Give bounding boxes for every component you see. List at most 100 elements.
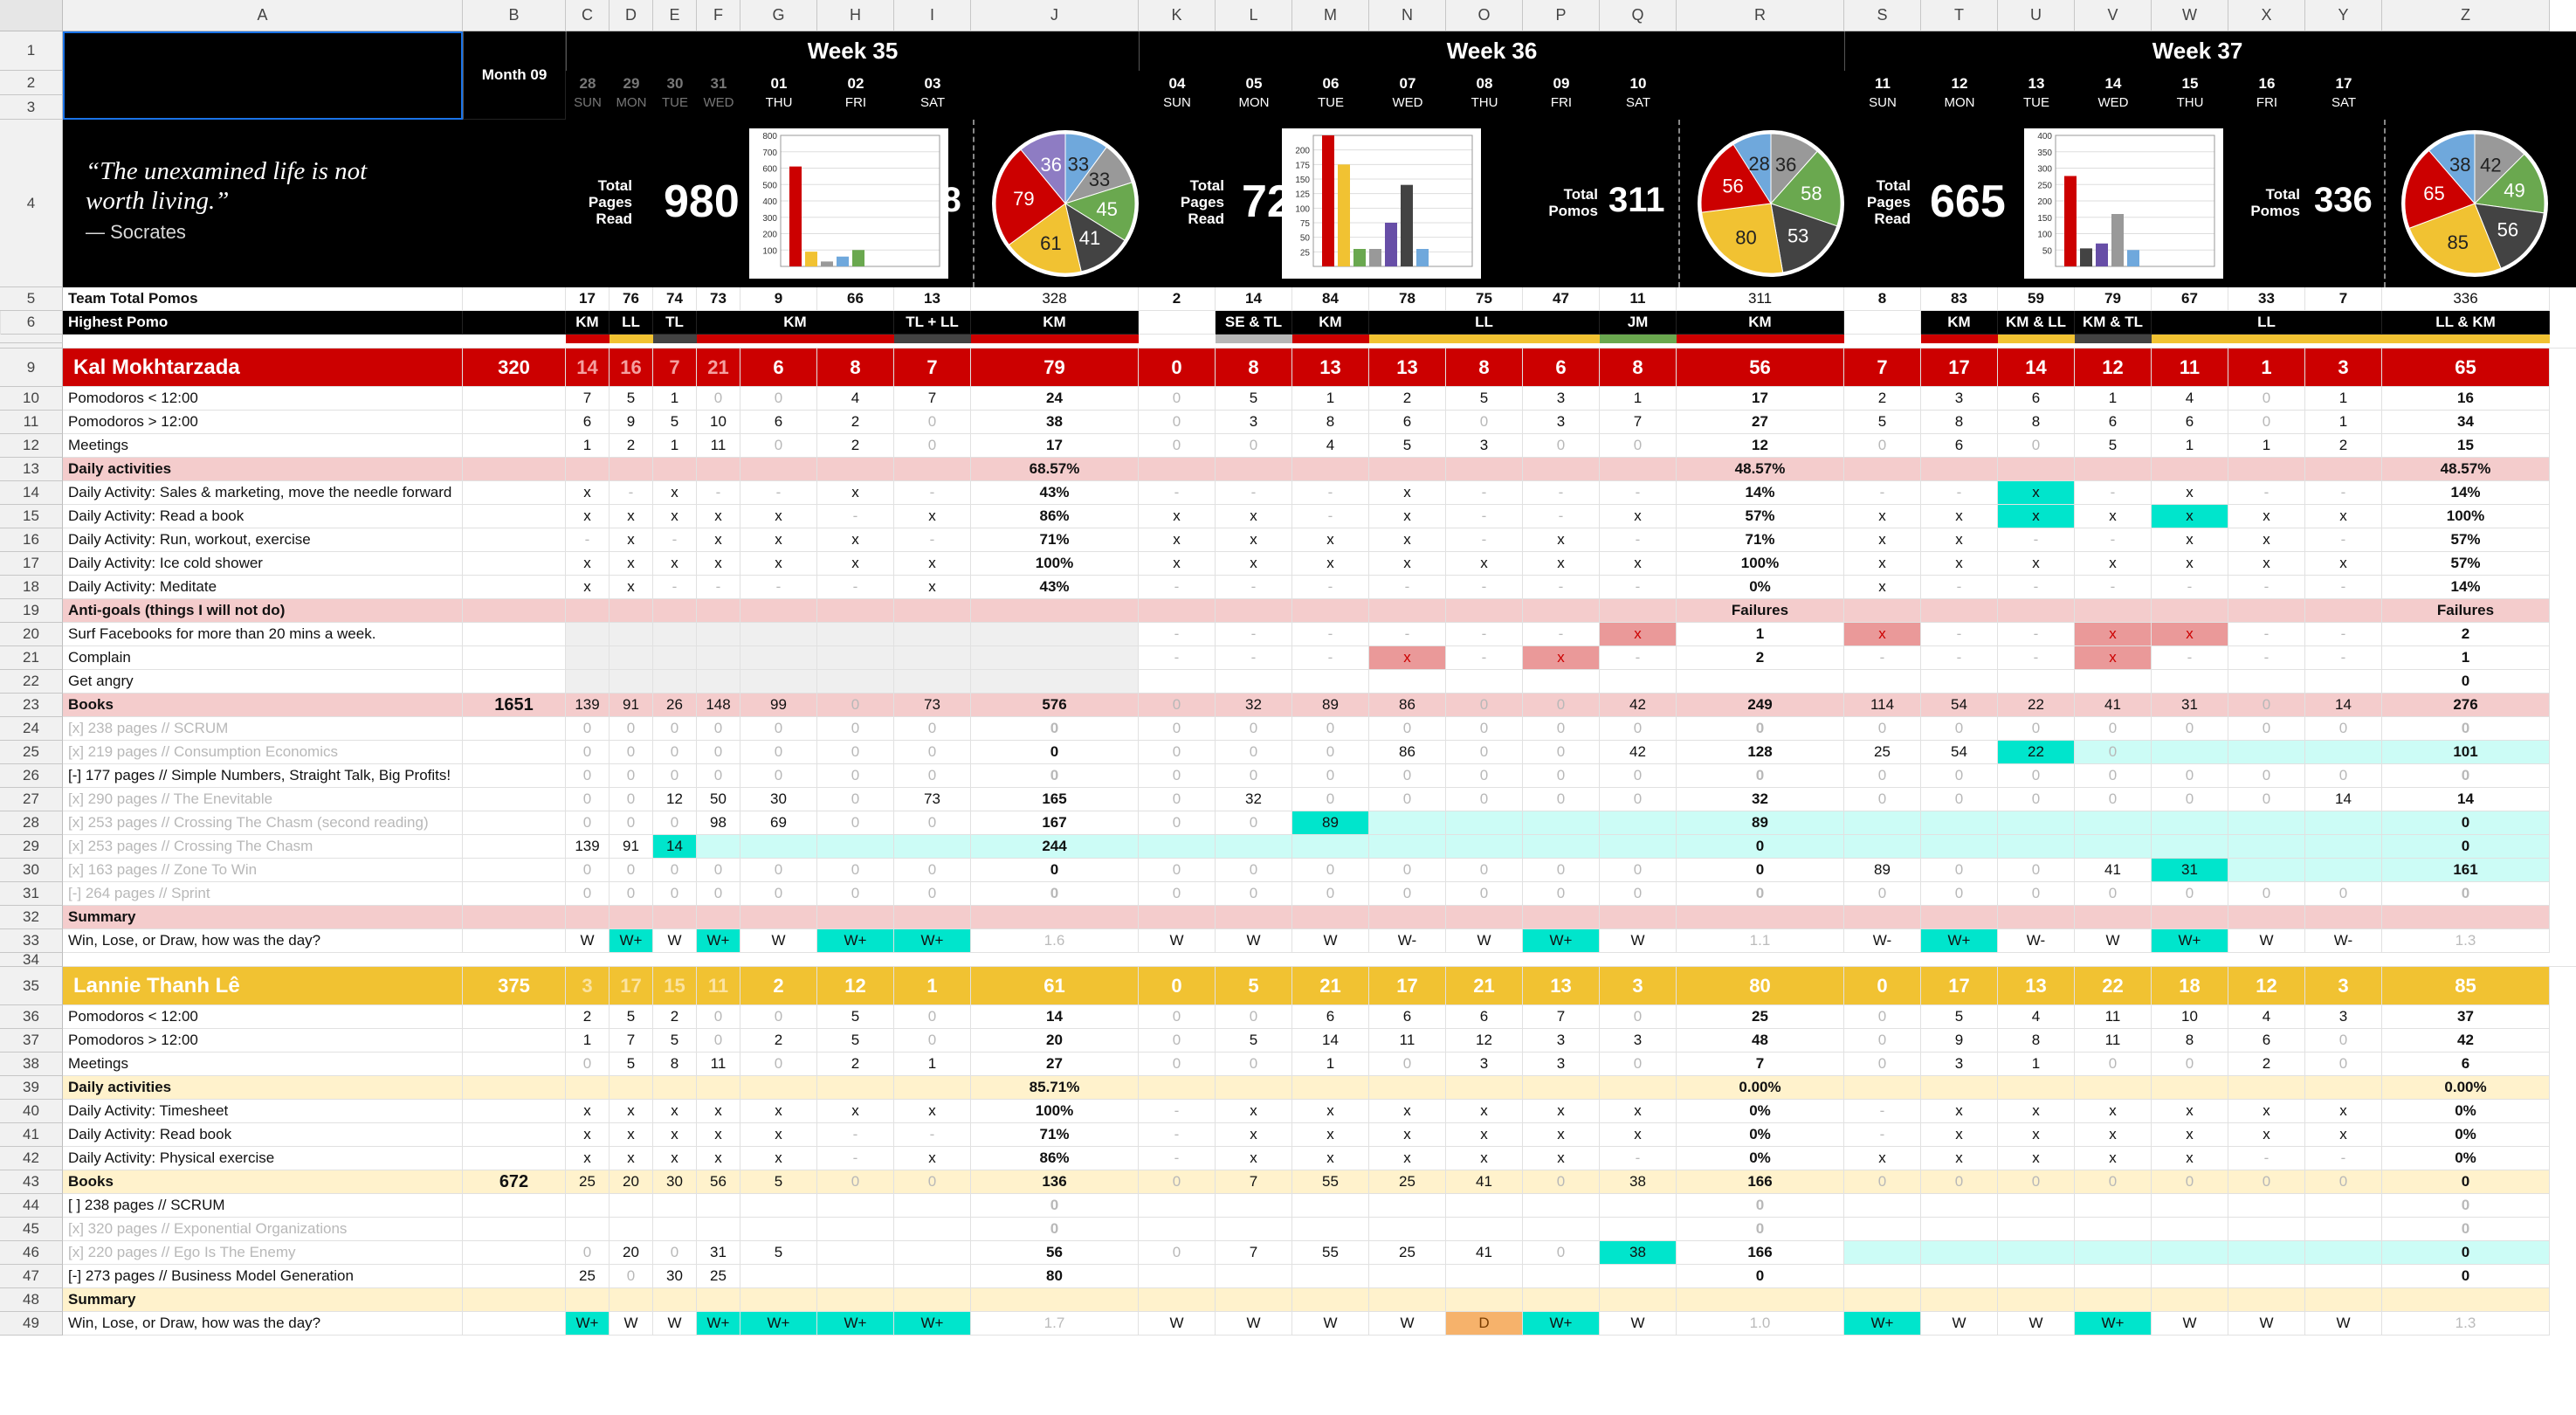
data-cell[interactable]: 5: [610, 387, 653, 411]
data-cell[interactable]: [653, 458, 697, 481]
row-header[interactable]: 29: [0, 835, 63, 859]
data-cell[interactable]: W: [1292, 929, 1369, 953]
column-header[interactable]: G: [740, 0, 817, 31]
data-cell[interactable]: [740, 623, 817, 646]
row-header[interactable]: 47: [0, 1265, 63, 1288]
data-cell[interactable]: 0: [740, 764, 817, 788]
data-cell[interactable]: 30: [653, 1170, 697, 1194]
data-cell[interactable]: [1998, 1288, 2075, 1312]
data-cell[interactable]: 0: [1523, 741, 1600, 764]
data-cell[interactable]: [894, 1241, 971, 1265]
data-cell[interactable]: 0: [2228, 1170, 2305, 1194]
data-cell[interactable]: 0: [610, 859, 653, 882]
data-cell[interactable]: 7: [1677, 1053, 1844, 1076]
data-cell[interactable]: 0.00%: [2382, 1076, 2550, 1100]
data-cell[interactable]: x: [894, 1147, 971, 1170]
data-cell[interactable]: -: [894, 481, 971, 505]
data-cell[interactable]: [740, 1218, 817, 1241]
data-cell[interactable]: 1: [653, 434, 697, 458]
data-cell[interactable]: [2228, 458, 2305, 481]
data-cell[interactable]: [1446, 1194, 1523, 1218]
data-cell[interactable]: x: [1369, 1100, 1446, 1123]
data-cell[interactable]: 0: [2382, 670, 2550, 694]
data-cell[interactable]: -: [1523, 576, 1600, 599]
data-cell[interactable]: 0: [1139, 1029, 1216, 1053]
data-cell[interactable]: 8: [1292, 411, 1369, 434]
row-label[interactable]: [x] 163 pages // Zone To Win: [63, 859, 463, 882]
data-cell[interactable]: W+: [2075, 1312, 2152, 1336]
data-cell[interactable]: x: [2228, 505, 2305, 528]
row-header[interactable]: 10: [0, 387, 63, 411]
data-cell[interactable]: [1369, 1076, 1446, 1100]
data-cell[interactable]: 55: [1292, 1241, 1369, 1265]
data-cell[interactable]: 12: [1677, 434, 1844, 458]
data-cell[interactable]: [817, 623, 894, 646]
data-cell[interactable]: [2075, 1288, 2152, 1312]
data-cell[interactable]: x: [1216, 528, 1292, 552]
data-cell[interactable]: 0: [1139, 349, 1216, 387]
row-header[interactable]: 49: [0, 1312, 63, 1336]
data-cell[interactable]: 13: [1292, 349, 1369, 387]
data-cell[interactable]: 0: [697, 741, 740, 764]
data-cell[interactable]: 1: [653, 387, 697, 411]
data-cell[interactable]: 8: [817, 349, 894, 387]
data-cell[interactable]: W+: [1523, 929, 1600, 953]
data-cell[interactable]: x: [1998, 1147, 2075, 1170]
data-cell[interactable]: 100%: [1677, 552, 1844, 576]
data-cell[interactable]: [2305, 811, 2382, 835]
data-cell[interactable]: [2305, 1241, 2382, 1265]
highest-pomo-value[interactable]: TL + LL: [894, 311, 971, 335]
highest-pomo-value[interactable]: KM: [566, 311, 610, 335]
data-cell[interactable]: x: [2075, 1100, 2152, 1123]
data-cell[interactable]: [1998, 835, 2075, 859]
data-cell[interactable]: 0: [817, 741, 894, 764]
row-label[interactable]: Daily Activity: Run, workout, exercise: [63, 528, 463, 552]
data-cell[interactable]: 0: [1139, 1170, 1216, 1194]
row-label[interactable]: Books: [63, 694, 463, 717]
data-cell[interactable]: 0: [1139, 882, 1216, 906]
data-cell[interactable]: 5: [653, 1029, 697, 1053]
row-label[interactable]: [x] 220 pages // Ego Is The Enemy: [63, 1241, 463, 1265]
data-cell[interactable]: [1921, 811, 1998, 835]
data-cell[interactable]: 139: [566, 694, 610, 717]
data-cell[interactable]: 0: [1139, 788, 1216, 811]
data-cell[interactable]: [697, 599, 740, 623]
data-cell[interactable]: 21: [1292, 967, 1369, 1005]
data-cell[interactable]: 0: [653, 764, 697, 788]
row-header[interactable]: 40: [0, 1100, 63, 1123]
data-cell[interactable]: x: [1446, 1100, 1523, 1123]
data-cell[interactable]: x: [1139, 528, 1216, 552]
data-cell[interactable]: 0%: [1677, 1147, 1844, 1170]
data-cell[interactable]: 0: [566, 1053, 610, 1076]
row-total[interactable]: [463, 670, 566, 694]
data-cell[interactable]: 0: [1998, 434, 2075, 458]
data-cell[interactable]: 0: [653, 717, 697, 741]
row-header[interactable]: 17: [0, 552, 63, 576]
data-cell[interactable]: 7: [610, 1029, 653, 1053]
data-cell[interactable]: 0: [1998, 717, 2075, 741]
data-cell[interactable]: 99: [740, 694, 817, 717]
data-cell[interactable]: -: [1139, 576, 1216, 599]
data-cell[interactable]: x: [1998, 552, 2075, 576]
data-cell[interactable]: W+: [1921, 929, 1998, 953]
data-cell[interactable]: [1139, 1265, 1216, 1288]
data-cell[interactable]: x: [740, 1123, 817, 1147]
data-cell[interactable]: x: [2305, 1100, 2382, 1123]
data-cell[interactable]: 0: [2152, 1170, 2228, 1194]
data-cell[interactable]: x: [1369, 505, 1446, 528]
data-cell[interactable]: 0: [2382, 1218, 2550, 1241]
data-cell[interactable]: [1921, 1288, 1998, 1312]
data-cell[interactable]: x: [1139, 505, 1216, 528]
data-cell[interactable]: [1523, 1218, 1600, 1241]
data-cell[interactable]: [566, 1076, 610, 1100]
data-cell[interactable]: x: [894, 505, 971, 528]
data-cell[interactable]: 4: [2228, 1005, 2305, 1029]
data-cell[interactable]: 4: [1998, 1005, 2075, 1029]
data-cell[interactable]: 15: [653, 967, 697, 1005]
data-cell[interactable]: [566, 599, 610, 623]
data-cell[interactable]: 0: [894, 764, 971, 788]
data-cell[interactable]: 0: [1369, 859, 1446, 882]
data-cell[interactable]: 8: [2152, 1029, 2228, 1053]
data-cell[interactable]: x: [740, 1100, 817, 1123]
data-cell[interactable]: 148: [697, 694, 740, 717]
